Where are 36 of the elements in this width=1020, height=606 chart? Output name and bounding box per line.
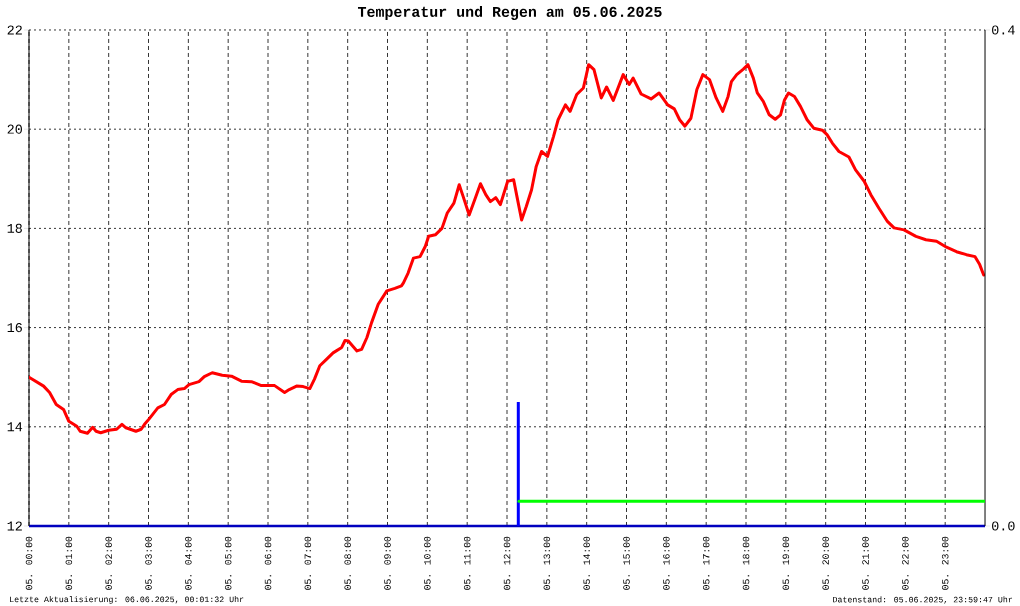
x-tick-label: 05. 11:00 <box>463 536 471 590</box>
y-tick-label: 12 <box>7 521 22 531</box>
x-tick-label: 05. 17:00 <box>702 536 710 590</box>
chart-title: Temperatur und Regen am 05.06.2025 <box>357 5 662 20</box>
y-tick-label: 20 <box>7 124 22 134</box>
x-tick-label: 05. 22:00 <box>902 536 909 590</box>
y2-tick-label: 0.0 <box>992 521 1015 531</box>
x-tick-label: 05. 00:00 <box>25 536 33 590</box>
x-tick-label: 05. 20:00 <box>822 536 829 590</box>
x-tick-label: 05. 15:00 <box>623 536 630 590</box>
x-tick-label: 05. 18:00 <box>742 536 750 590</box>
y-tick-label: 14 <box>7 422 23 432</box>
x-tick-label: 05. 21:00 <box>862 536 869 590</box>
x-tick-label: 05. 16:00 <box>663 536 670 590</box>
x-tick-label: 05. 05:00 <box>224 536 232 590</box>
x-tick-label: 05. 06:00 <box>264 536 272 590</box>
x-tick-label: 05. 12:00 <box>503 536 511 590</box>
x-tick-label: 05. 23:00 <box>941 536 949 590</box>
x-tick-label: 05. 13:00 <box>543 536 551 590</box>
text: Letzte Aktualisierung: 06.06.2025, 00:01:32 Uhr <box>10 596 244 604</box>
x-tick-label: 05. 03:00 <box>145 536 152 590</box>
x-tick-label: 05. 02:00 <box>105 536 112 590</box>
x-tick-label: 05. 08:00 <box>344 536 351 590</box>
x-tick-label: 05. 10:00 <box>424 536 431 590</box>
y2-tick-label: 0.4 <box>992 25 1015 35</box>
text: Datenstand: 05.06.2025, 23:59:47 Uhr <box>833 596 1013 604</box>
y-tick-label: 16 <box>7 323 22 333</box>
line-series <box>29 63 986 435</box>
x-tick-label: 05. 09:00 <box>384 536 391 590</box>
x-tick-label: 05. 01:00 <box>65 536 73 590</box>
y-tick-label: 18 <box>7 223 22 233</box>
x-tick-label: 05. 04:00 <box>185 536 192 590</box>
x-tick-label: 05. 07:00 <box>304 536 312 590</box>
y-tick-label: 22 <box>7 25 22 35</box>
x-tick-label: 05. 19:00 <box>782 536 790 590</box>
x-tick-label: 05. 14:00 <box>583 536 590 590</box>
